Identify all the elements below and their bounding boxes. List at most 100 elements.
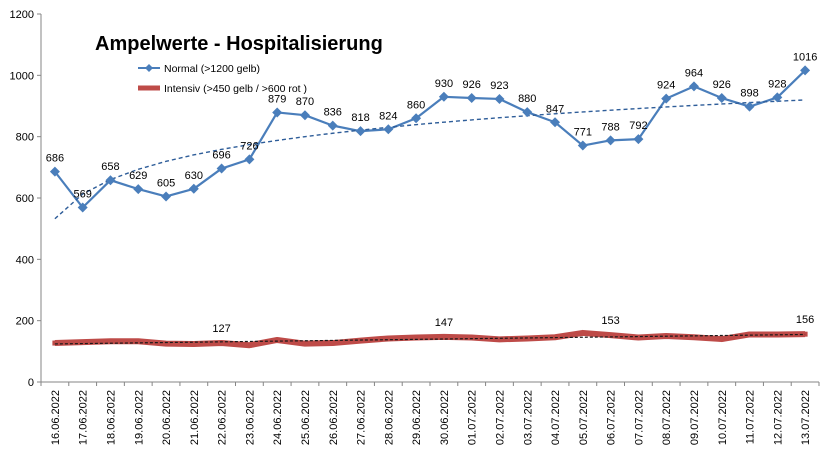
x-tick-label: 19.06.2022	[133, 390, 145, 445]
series-intensiv-point	[302, 341, 308, 347]
series-normal-data-label: 629	[129, 170, 147, 182]
series-normal-point	[216, 163, 227, 174]
series-intensiv-point	[219, 340, 225, 346]
series-normal-data-label: 771	[574, 127, 592, 139]
legend-intensiv-label: Intensiv (>450 gelb / >600 rot )	[164, 83, 307, 95]
x-tick-label: 03.07.2022	[522, 390, 534, 445]
series-intensiv-point	[719, 336, 725, 342]
data-labels-layer: 686 569 658 629 605 630 696 726 879 870 836 818 824 8…	[46, 51, 818, 335]
series-normal-data-label: 926	[462, 79, 480, 91]
series-intensiv-point	[107, 338, 113, 344]
y-tick-label: 600	[16, 193, 34, 205]
series-normal-data-label: 928	[768, 78, 786, 90]
series-intensiv-point	[163, 341, 169, 347]
series-normal-point	[522, 107, 533, 118]
series-intensiv-data-label: 153	[601, 315, 619, 327]
x-tick-label: 27.06.2022	[356, 390, 368, 445]
series-normal-data-label: 788	[601, 121, 619, 133]
x-tick-label: 08.07.2022	[661, 390, 673, 445]
series-normal-data-label: 569	[73, 189, 91, 201]
series-normal-point	[633, 134, 644, 145]
x-tick-label: 11.07.2022	[745, 390, 757, 444]
series-normal-point	[716, 93, 727, 104]
series-normal-point	[800, 65, 811, 76]
series-normal-data-label: 930	[435, 78, 453, 90]
x-tick-label: 02.07.2022	[494, 390, 506, 445]
series-normal-data-label: 964	[685, 67, 703, 79]
x-tick-label: 10.07.2022	[717, 390, 729, 445]
x-tick-label: 07.07.2022	[633, 390, 645, 445]
series-intensiv-point	[385, 335, 391, 341]
series-normal-point	[466, 93, 477, 104]
x-tick-label: 24.06.2022	[272, 390, 284, 445]
series-normal-point	[105, 175, 116, 186]
y-tick-label: 1200	[10, 9, 34, 21]
series-normal-point	[494, 93, 505, 104]
x-tick-label: 06.07.2022	[606, 390, 618, 445]
series-normal-point	[161, 191, 172, 202]
series-normal-data-label: 836	[324, 107, 342, 119]
series-intensiv-data-label: 147	[435, 317, 453, 329]
series-normal-point	[688, 81, 699, 92]
y-tick-label: 400	[16, 254, 34, 266]
x-tick-label: 25.06.2022	[300, 390, 312, 445]
series-intensiv-point	[580, 330, 586, 336]
x-tick-label: 23.06.2022	[244, 390, 256, 445]
series-normal-point	[383, 124, 394, 135]
x-tick-label: 22.06.2022	[217, 390, 229, 445]
series-intensiv-point	[469, 335, 475, 341]
series-intensiv-point	[747, 331, 753, 337]
x-tick-label: 09.07.2022	[689, 390, 701, 445]
y-axis-ticks: 0 200 400 600 800 1000 1200	[10, 9, 41, 389]
series-normal-data-label: 924	[657, 80, 675, 92]
x-axis-ticks: 16.06.2022 17.06.2022 18.06.2022 19.06.2022…	[40, 382, 820, 445]
series-normal-data-label: 818	[351, 112, 369, 124]
series-intensiv-point	[635, 335, 641, 341]
x-tick-label: 17.06.2022	[78, 390, 90, 445]
series-normal-point	[49, 166, 60, 177]
series-normal-trendline	[54, 99, 806, 220]
series-normal-data-label: 696	[212, 150, 230, 162]
series-intensiv-point	[608, 332, 614, 338]
series-normal-point	[188, 183, 199, 194]
x-tick-label: 20.06.2022	[161, 390, 173, 445]
series-normal-data-label: 792	[629, 120, 647, 132]
series-normal-data-label: 726	[240, 140, 258, 152]
x-tick-label: 12.07.2022	[772, 390, 784, 445]
series-normal-data-label: 923	[490, 80, 508, 92]
series-intensiv-trendline	[54, 333, 806, 345]
legend: Normal (>1200 gelb) Intensiv (>450 gelb …	[138, 63, 307, 95]
x-tick-label: 04.07.2022	[550, 390, 562, 445]
series-normal-data-label: 686	[46, 153, 64, 165]
legend-normal-marker	[145, 64, 153, 72]
series-normal-data-label: 847	[546, 103, 564, 115]
x-tick-label: 26.06.2022	[328, 390, 340, 445]
series-normal-point	[244, 154, 255, 165]
series-normal-point	[438, 91, 449, 102]
series-intensiv-point	[135, 338, 141, 344]
series-intensiv-point	[52, 340, 58, 346]
series-normal-point	[744, 101, 755, 112]
series-normal-data-label: 870	[296, 96, 314, 108]
x-tick-label: 16.06.2022	[50, 390, 62, 445]
series-normal-point	[661, 93, 672, 104]
y-tick-label: 200	[16, 316, 34, 328]
series-normal-data-label: 926	[713, 79, 731, 91]
x-tick-label: 05.07.2022	[578, 390, 590, 445]
series-normal-point	[272, 107, 283, 118]
series-intensiv-point	[191, 341, 197, 347]
series-normal-point	[133, 184, 144, 195]
series-normal-line	[54, 69, 806, 209]
chart-title: Ampelwerte - Hospitalisierung	[95, 33, 383, 55]
series-intensiv-point	[441, 334, 447, 340]
series-normal-point	[299, 110, 310, 121]
series-normal-point	[550, 117, 561, 128]
x-tick-label: 13.07.2022	[800, 390, 812, 445]
series-normal-data-label: 880	[518, 93, 536, 105]
series-intensiv-point	[80, 339, 86, 345]
series-normal-point	[355, 126, 366, 137]
y-tick-label: 0	[28, 377, 34, 389]
legend-normal-label: Normal (>1200 gelb)	[164, 63, 260, 75]
series-intensiv-point	[691, 334, 697, 340]
